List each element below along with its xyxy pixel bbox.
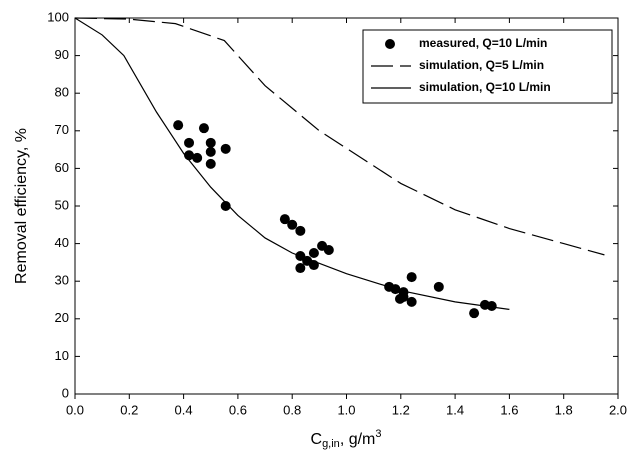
y-tick-label: 60 (55, 160, 69, 175)
x-tick-label: 1.4 (446, 402, 464, 417)
data-point (279, 214, 290, 225)
x-tick-label: 1.0 (337, 402, 355, 417)
x-axis-label: Cg,in, g/m3 (311, 428, 382, 450)
y-tick-label: 40 (55, 235, 69, 250)
legend-label: simulation, Q=5 L/min (419, 58, 544, 72)
legend-marker (385, 39, 395, 49)
x-label-sub: g,in (322, 438, 340, 450)
y-tick-label: 50 (55, 197, 69, 212)
data-point (205, 158, 216, 169)
x-label-sup: 3 (375, 428, 381, 440)
x-tick-label: 0.0 (66, 402, 84, 417)
x-tick-label: 0.2 (120, 402, 138, 417)
y-tick-label: 30 (55, 273, 69, 288)
data-point (205, 146, 216, 157)
data-point (433, 281, 444, 292)
data-point (184, 137, 195, 148)
y-tick-label: 0 (62, 385, 69, 400)
data-point (173, 120, 184, 131)
x-tick-label: 2.0 (609, 402, 627, 417)
data-point (406, 296, 417, 307)
x-label-base: C (311, 431, 323, 448)
x-tick-label: 1.2 (392, 402, 410, 417)
y-tick-label: 80 (55, 85, 69, 100)
y-axis-label: Removal efficiency, % (13, 128, 30, 284)
data-point (295, 263, 306, 274)
x-label-text: , g/m (340, 431, 376, 448)
data-point (220, 201, 231, 211)
data-point (308, 248, 319, 258)
data-point (295, 225, 306, 236)
y-tick-label: 100 (47, 9, 69, 24)
series-line (74, 17, 510, 310)
data-point (192, 152, 203, 163)
x-tick-label: 0.8 (283, 402, 301, 417)
x-tick-label: 1.6 (500, 402, 518, 417)
data-point (198, 123, 209, 134)
data-point (323, 244, 334, 255)
legend-label: simulation, Q=10 L/min (419, 80, 551, 94)
data-point (486, 301, 497, 312)
x-tick-label: 1.8 (555, 402, 573, 417)
data-point (469, 308, 480, 319)
y-tick-label: 20 (55, 310, 69, 325)
x-tick-label: 0.6 (229, 402, 247, 417)
legend-label: measured, Q=10 L/min (419, 36, 547, 50)
y-tick-label: 70 (55, 122, 69, 137)
x-tick-label: 0.4 (175, 402, 193, 417)
y-tick-label: 90 (55, 47, 69, 62)
data-point (406, 272, 417, 283)
data-point (398, 287, 409, 298)
data-point (205, 137, 216, 148)
y-tick-label: 10 (55, 348, 69, 363)
data-point (220, 143, 231, 154)
data-point (287, 219, 298, 230)
